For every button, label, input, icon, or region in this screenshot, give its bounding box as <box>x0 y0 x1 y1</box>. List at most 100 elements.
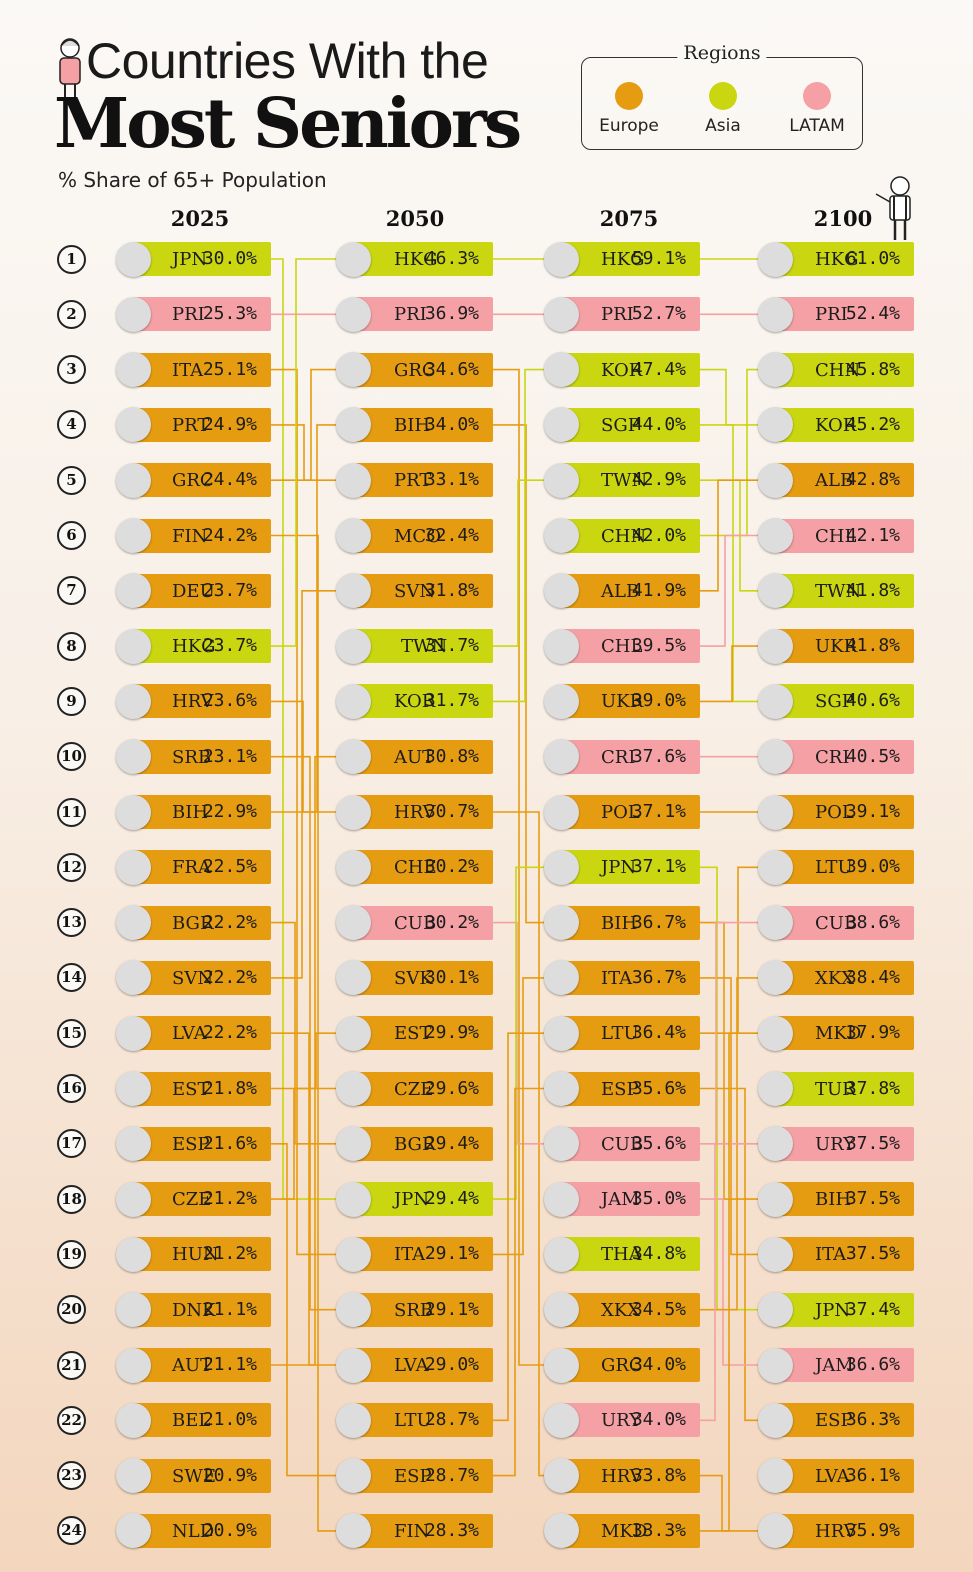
country-code: URY <box>601 1410 642 1432</box>
country-code: CUB <box>815 912 858 934</box>
country-code: MKD <box>815 1023 862 1045</box>
esp-flag-icon <box>115 1126 151 1162</box>
ltu-flag-icon <box>335 1402 371 1438</box>
country-code: LVA <box>172 1023 207 1045</box>
country-code: PRI <box>172 304 205 326</box>
share-value: 22.5% <box>202 856 257 878</box>
country-pill: SRB 29.1% <box>355 1292 493 1327</box>
connector-line <box>700 479 758 592</box>
country-code: SVN <box>394 580 436 602</box>
fin-flag-icon <box>335 1513 371 1549</box>
connector-line <box>700 866 758 1034</box>
country-code: PRT <box>394 470 432 492</box>
country-pill: PRI 52.4% <box>776 297 914 332</box>
connector-line <box>271 755 336 1366</box>
country-code: LTU <box>815 857 853 879</box>
country-code: UKR <box>815 636 858 658</box>
share-value: 21.6% <box>202 1132 257 1154</box>
country-code: EST <box>172 1078 210 1100</box>
share-value: 28.7% <box>424 1409 479 1431</box>
cub-flag-icon <box>543 1126 579 1162</box>
country-pill: HRV 23.6% <box>133 684 271 719</box>
country-pill: KOR 31.7% <box>355 684 493 719</box>
prt-flag-icon <box>115 407 151 443</box>
grc-flag-icon <box>335 352 371 388</box>
tha-flag-icon <box>543 1236 579 1272</box>
country-code: POL <box>815 802 854 823</box>
share-value: 21.8% <box>202 1077 257 1099</box>
country-code: CUB <box>394 912 437 934</box>
country-code: MCO <box>394 525 441 547</box>
country-pill: MKD 37.9% <box>776 1016 914 1051</box>
share-value: 28.3% <box>424 1519 479 1541</box>
country-code: TWN <box>601 470 648 492</box>
hkg-flag-icon <box>757 241 793 277</box>
country-code: FRA <box>172 857 212 879</box>
country-code: HUN <box>172 1244 219 1266</box>
pol-flag-icon <box>757 794 793 830</box>
share-value: 42.1% <box>845 524 900 546</box>
country-pill: CUB 30.2% <box>355 905 493 940</box>
country-pill: AUT 21.1% <box>133 1348 271 1382</box>
connector-line <box>493 479 544 647</box>
country-pill: HRV 33.8% <box>562 1458 700 1493</box>
country-code: AUT <box>394 746 435 768</box>
xkx-flag-icon <box>757 960 793 996</box>
grc-flag-icon <box>115 462 151 498</box>
country-pill: CZE 21.2% <box>133 1182 271 1217</box>
svn-flag-icon <box>115 960 151 996</box>
share-value: 46.3% <box>424 248 479 269</box>
title-line1: Countries With the <box>86 33 489 89</box>
share-value: 37.1% <box>631 801 686 822</box>
legend-label-latam: LATAM <box>789 116 845 136</box>
country-pill: SVK 30.1% <box>355 960 493 995</box>
subtitle: % Share of 65+ Population <box>58 168 327 192</box>
country-code: CHE <box>394 857 437 879</box>
rank-number: 13 <box>57 908 86 938</box>
country-code: BIH <box>815 1189 852 1211</box>
connector-line <box>271 1032 336 1366</box>
country-pill: SGP 40.6% <box>776 684 914 719</box>
fin-flag-icon <box>115 518 151 553</box>
share-value: 24.9% <box>202 413 257 435</box>
country-pill: JAM 35.0% <box>562 1182 700 1217</box>
svk-flag-icon <box>335 960 371 996</box>
country-pill: ITA 29.1% <box>355 1237 493 1272</box>
country-pill: SRB 23.1% <box>133 739 271 774</box>
pri-flag-icon <box>335 296 371 332</box>
rank-number: 2 <box>57 299 86 329</box>
alb-flag-icon <box>543 573 579 609</box>
share-value: 31.7% <box>424 635 479 657</box>
share-value: 23.7% <box>202 579 257 601</box>
rank-number: 5 <box>57 465 86 495</box>
share-value: 52.7% <box>631 303 686 325</box>
connector-line <box>700 1032 758 1532</box>
country-pill: LTU 39.0% <box>776 850 914 885</box>
share-value: 34.6% <box>424 358 479 380</box>
country-pill: TWN 31.7% <box>355 629 493 664</box>
country-code: FIN <box>394 1520 430 1542</box>
country-code: CHL <box>601 636 643 658</box>
connector-line <box>700 424 758 703</box>
country-pill: CHN 45.8% <box>776 352 914 387</box>
country-pill: CHE 30.2% <box>355 850 493 885</box>
year-header-2025: 2025 <box>170 206 230 231</box>
country-code: CRI <box>601 746 636 768</box>
country-pill: JPN 37.4% <box>776 1292 914 1327</box>
ita-flag-icon <box>543 960 579 996</box>
share-value: 23.6% <box>202 690 257 712</box>
chn-flag-icon <box>543 518 579 553</box>
share-value: 40.6% <box>845 690 900 712</box>
country-pill: PRI 52.7% <box>562 297 700 332</box>
kor-flag-icon <box>335 683 371 719</box>
country-pill: GRC 34.0% <box>562 1348 700 1382</box>
country-pill: LVA 29.0% <box>355 1348 493 1382</box>
jpn-flag-icon <box>335 1181 371 1217</box>
share-value: 45.8% <box>845 358 900 380</box>
share-value: 47.4% <box>631 358 686 380</box>
country-code: SGP <box>601 414 640 436</box>
country-pill: LTU 36.4% <box>562 1016 700 1051</box>
country-pill: CUB 38.6% <box>776 905 914 940</box>
country-pill: HKG 59.1% <box>562 242 700 276</box>
